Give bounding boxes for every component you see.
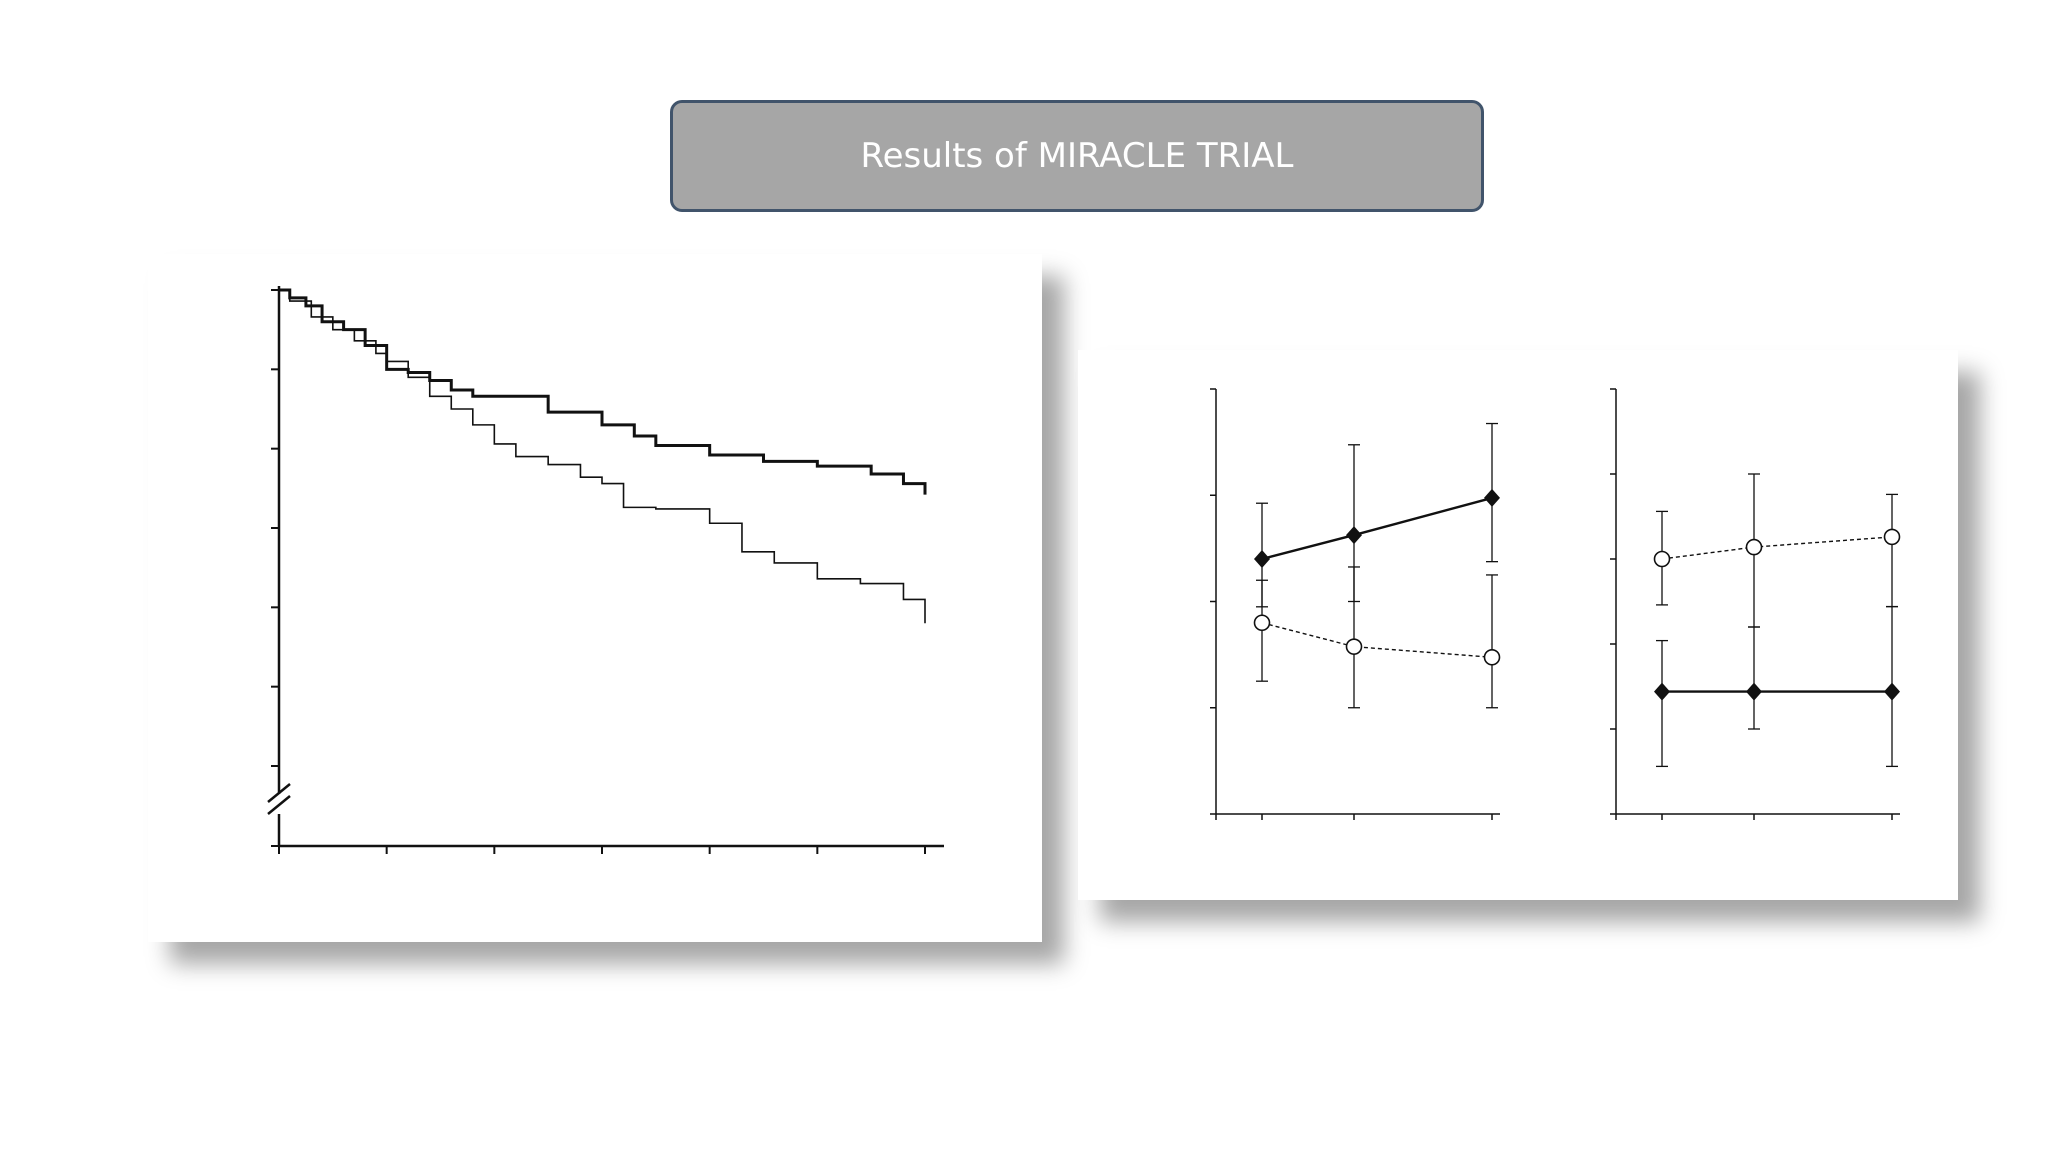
- data-point-diamond: [1654, 682, 1670, 701]
- series-line: [1261, 622, 1493, 658]
- survival-chart: [267, 286, 944, 854]
- quality-of-life-chart: [1610, 388, 1901, 820]
- data-point-circle: [1345, 638, 1363, 655]
- data-point-diamond: [1346, 526, 1362, 545]
- axis-break-mark: [267, 783, 291, 803]
- series-line: [1661, 536, 1893, 560]
- slide-title-text: Results of MIRACLE TRIAL: [860, 136, 1294, 176]
- data-point-diamond: [1254, 550, 1270, 568]
- series-line: [1261, 496, 1493, 561]
- data-point-circle: [1653, 550, 1671, 568]
- data-point-diamond: [1484, 488, 1500, 507]
- walking-distance-chart: [1210, 388, 1501, 820]
- data-point-circle: [1483, 648, 1501, 666]
- data-point-diamond: [1746, 682, 1762, 701]
- survival-curve: [279, 289, 926, 624]
- slide-title: Results of MIRACLE TRIAL: [670, 100, 1484, 212]
- data-point-diamond: [1884, 682, 1900, 701]
- survival-curve: [279, 288, 927, 495]
- data-point-circle: [1745, 538, 1763, 556]
- survival-chart-panel: [148, 254, 1042, 942]
- axis-break-mark: [267, 795, 291, 815]
- data-point-circle: [1883, 528, 1901, 546]
- outcome-charts-panel: [1078, 350, 1958, 900]
- data-point-circle: [1253, 614, 1271, 632]
